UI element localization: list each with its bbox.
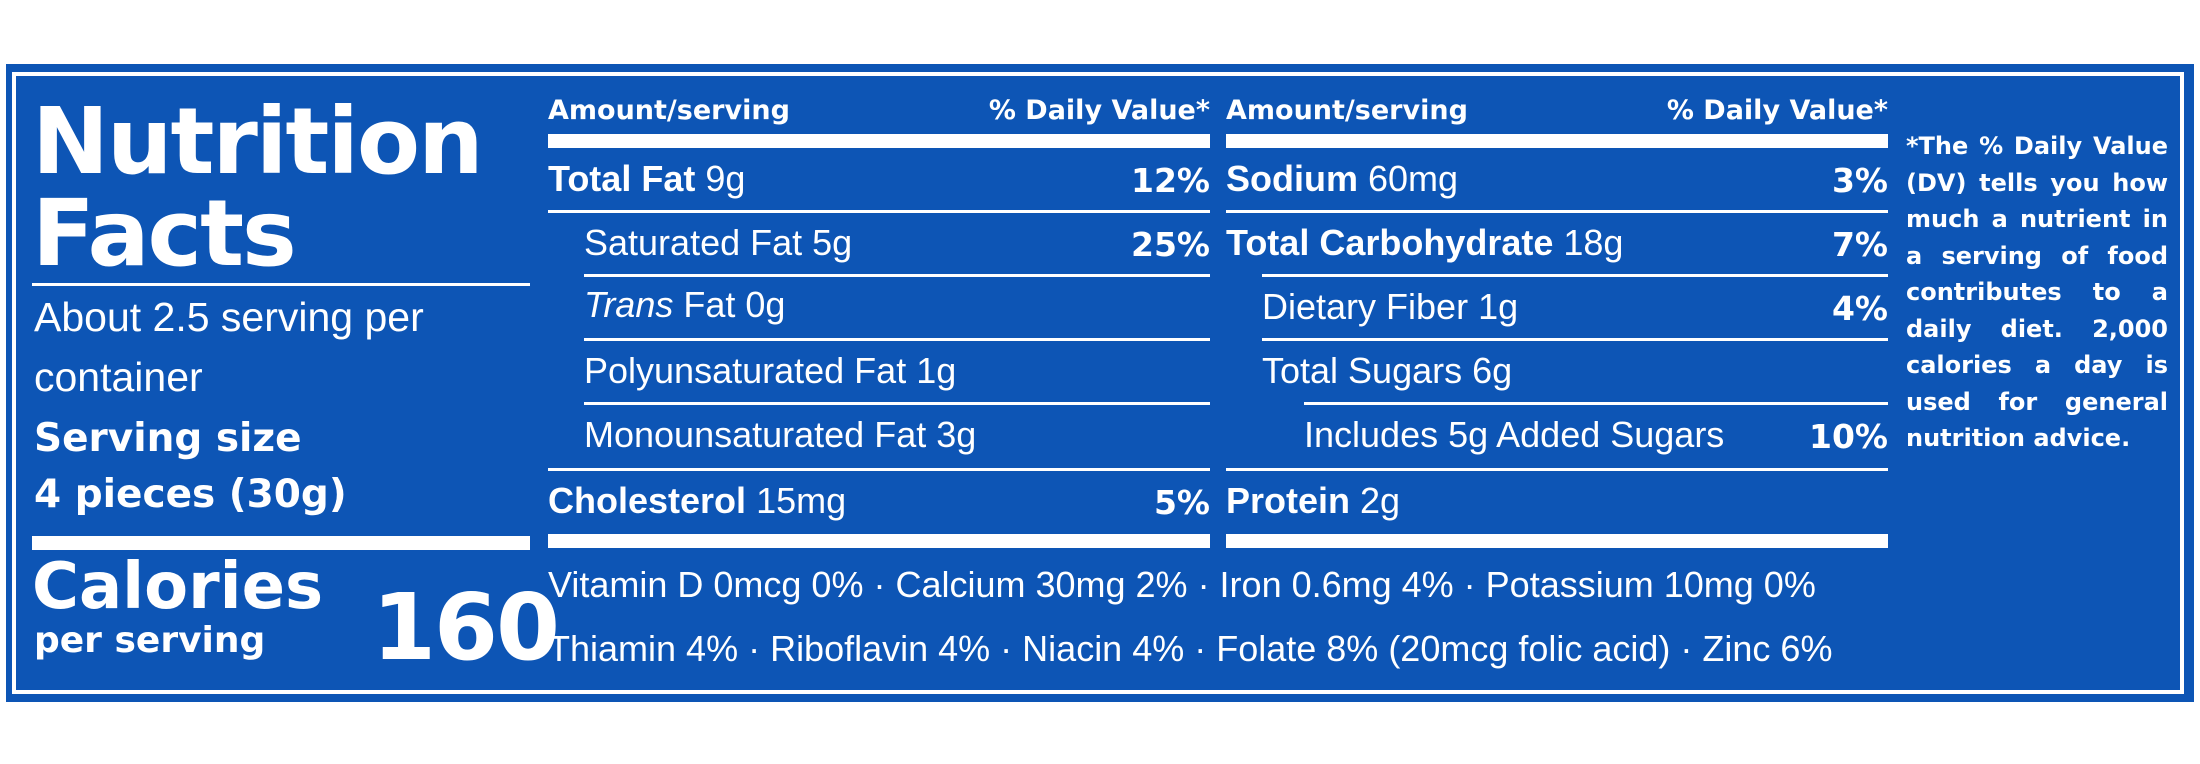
dv-header-right: % Daily Value* [1666,95,1888,126]
row-divider [584,402,1210,405]
panel-border [12,72,2184,694]
nutrient-polyunsaturated-fat: Polyunsaturated Fat 1g [584,350,957,391]
title-line-1: Nutrition [32,88,484,195]
dv-header-left: % Daily Value* [988,95,1210,126]
row-divider [1262,338,1888,341]
nutrient-total-sugars: Total Sugars 6g [1262,350,1513,391]
row-divider [1226,468,1888,471]
thick-divider [1226,534,1888,548]
amount-header-right: Amount/serving [1226,95,1468,126]
vitamins-line-2: Thiamin 4% · Riboflavin 4% · Niacin 4% ·… [548,628,1833,669]
serving-size-value: 4 pieces (30g) [34,472,347,517]
nutrient-cholesterol: Cholesterol 15mg [548,480,847,521]
title-line-2: Facts [32,180,297,287]
amount-header-left: Amount/serving [548,95,790,126]
nutrient-added-sugars: Includes 5g Added Sugars [1304,414,1725,455]
nutrient-protein: Protein 2g [1226,480,1401,521]
row-divider [1226,210,1888,213]
nutrient-total-carbohydrate: Total Carbohydrate 18g [1226,222,1624,263]
nutrition-facts-panel [6,64,2194,702]
divider [32,283,530,286]
nutrient-sodium: Sodium 60mg [1226,158,1459,199]
nutrient-monounsaturated-fat: Monounsaturated Fat 3g [584,414,977,455]
nutrient-dietary-fiber: Dietary Fiber 1g [1262,286,1519,327]
row-divider [1262,274,1888,277]
nutrient-saturated-fat: Saturated Fat 5g [584,222,853,263]
row-divider [1304,402,1888,405]
vitamins-line-1: Vitamin D 0mcg 0% · Calcium 30mg 2% · Ir… [548,564,1816,605]
thick-divider [32,536,530,550]
thick-divider [548,534,1210,548]
header-rule-left [548,134,1210,148]
dv-added-sugars: 10% [1809,417,1888,456]
calories-value: 160 [372,574,560,681]
daily-value-footnote: *The % Daily Value (DV) tells you how mu… [1906,132,2168,452]
row-divider [584,338,1210,341]
row-divider [548,468,1210,471]
dv-dietary-fiber: 4% [1831,289,1888,328]
row-divider [548,210,1210,213]
calories-label: Calories [32,550,324,624]
nutrient-total-fat: Total Fat 9g [548,158,746,199]
calories-per-serving: per serving [34,620,266,661]
dv-total-carbohydrate: 7% [1831,225,1888,264]
servings-per-container: About 2.5 serving per [34,294,424,340]
row-divider [584,274,1210,277]
dv-cholesterol: 5% [1153,483,1210,522]
dv-sodium: 3% [1831,161,1888,200]
nutrient-trans-fat: Trans Fat 0g [584,284,786,325]
servings-per-container-2: container [34,354,203,400]
serving-size-label: Serving size [34,416,302,461]
header-rule-right [1226,134,1888,148]
dv-saturated-fat: 25% [1131,225,1210,264]
dv-total-fat: 12% [1131,161,1210,200]
